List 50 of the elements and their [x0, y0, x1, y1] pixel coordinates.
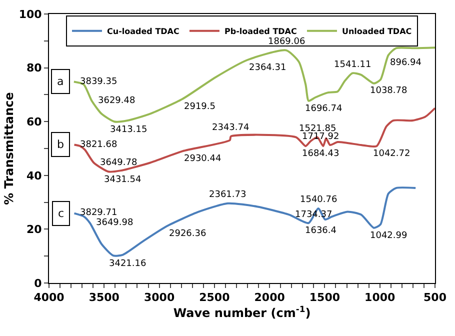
annotation: 3629.48	[98, 96, 136, 106]
annotation: 3839.35	[80, 77, 118, 87]
annotation: 2364.31	[249, 63, 286, 73]
annotation: 2361.73	[209, 190, 246, 200]
annotation: 1541.11	[334, 60, 372, 70]
x-tick-label: 2000	[254, 291, 286, 304]
annotation: 1684.43	[302, 149, 340, 159]
y-tick-label: 100	[18, 8, 42, 21]
annotation: 3431.54	[104, 175, 142, 185]
annotation: a	[57, 75, 64, 88]
legend-label: Pb-loaded TDAC	[224, 26, 297, 36]
x-tick-label: 1000	[364, 291, 396, 304]
x-tick-label: 3500	[88, 291, 120, 304]
annotation: 3821.68	[80, 140, 118, 150]
x-tick-label: 1500	[309, 291, 340, 304]
x-tick-label: 4000	[34, 291, 65, 304]
annotation: 3829.71	[80, 208, 118, 218]
annotation: 1636.4	[305, 226, 337, 236]
line-series	[72, 46, 435, 123]
annotation: 896.94	[390, 58, 422, 68]
annotation: 2930.44	[184, 154, 222, 164]
annotation: c	[58, 207, 64, 220]
annotation: 1038.78	[370, 86, 408, 96]
legend-label: Unloaded TDAC	[342, 26, 412, 36]
y-tick-label: 60	[26, 115, 42, 128]
x-tick-label: 3000	[144, 291, 175, 304]
y-tick-label: 0	[34, 276, 42, 290]
x-tick-label: 500	[424, 291, 447, 304]
y-tick-label: 40	[26, 169, 42, 182]
line-series	[73, 186, 417, 257]
legend-label: Cu-loaded TDAC	[107, 26, 180, 36]
annotation: 1869.06	[268, 37, 306, 47]
annotation: 3649.98	[96, 218, 134, 228]
annotation: 1042.72	[373, 149, 410, 159]
y-tick-label: 80	[26, 62, 42, 75]
y-axis-title: % Transmittance	[2, 92, 16, 205]
annotation: 3413.15	[110, 125, 148, 135]
annotation: 1042.99	[370, 231, 408, 241]
x-axis-title: Wave number (cm$^{-1}$)	[173, 304, 311, 320]
x-tick-label: 2500	[199, 291, 230, 304]
annotation: 1696.74	[305, 104, 342, 114]
annotation: 2919.5	[184, 102, 216, 112]
annotation: b	[57, 138, 64, 151]
annotation: 1540.76	[300, 195, 338, 205]
annotation: 2343.74	[212, 123, 250, 133]
annotation: 2926.36	[169, 229, 206, 239]
annotation: 1717.92	[302, 132, 340, 142]
annotation: 3649.78	[100, 158, 138, 168]
annotation: 3421.16	[109, 259, 146, 269]
y-tick-label: 20	[26, 223, 42, 236]
